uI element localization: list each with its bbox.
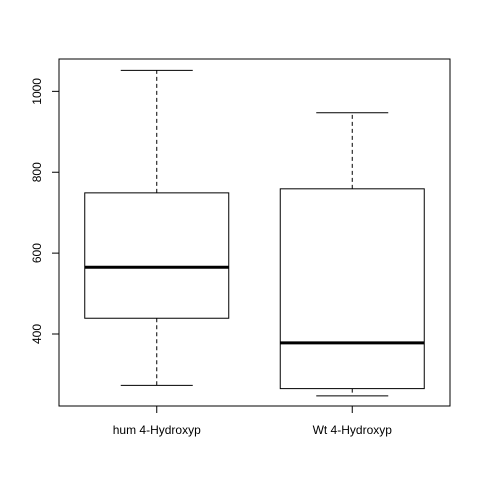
y-tick-label: 400	[30, 324, 44, 344]
box-iqr	[279, 188, 425, 390]
box-iqr	[84, 192, 230, 319]
y-tick-label: 800	[30, 162, 44, 182]
x-tick-label: hum 4-Hydroxyp	[113, 423, 201, 437]
x-tick-label: Wt 4-Hydroxyp	[313, 423, 393, 437]
y-tick-label: 600	[30, 243, 44, 263]
box-group	[279, 112, 425, 397]
y-axis: 400 600 800 1000	[30, 78, 60, 344]
y-tick-label: 1000	[30, 78, 44, 105]
boxes-layer	[84, 69, 425, 397]
box-group	[84, 69, 230, 386]
x-axis: hum 4-Hydroxyp Wt 4-Hydroxyp	[113, 405, 393, 437]
